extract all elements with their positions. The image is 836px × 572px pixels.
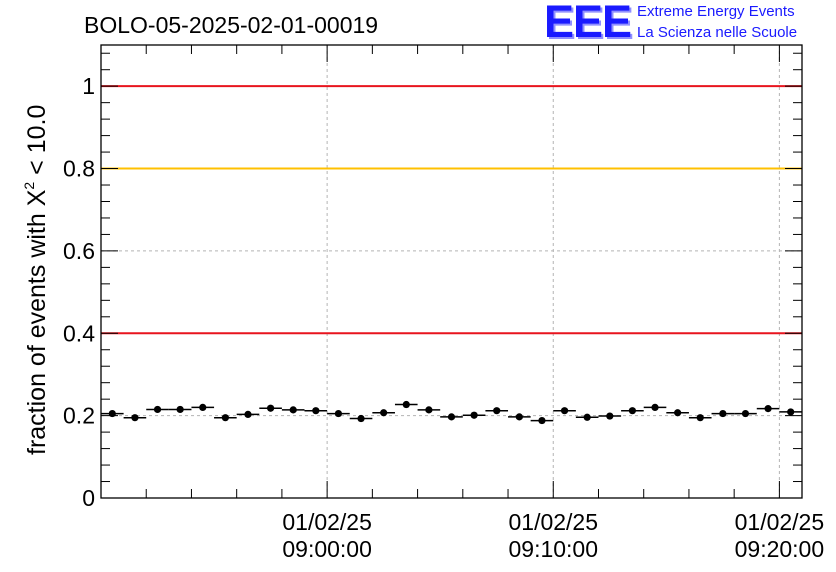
data-point: [674, 409, 682, 417]
x-tick-label-date: 01/02/25: [735, 509, 825, 535]
y-tick-label: 0.2: [63, 403, 95, 429]
chart-title: BOLO-05-2025-02-01-00019: [84, 12, 378, 38]
data-point: [312, 407, 320, 415]
data-point: [493, 407, 501, 415]
data-point: [402, 400, 410, 409]
data-point: [289, 406, 297, 414]
y-tick-label: 0: [82, 485, 95, 511]
data-point: [153, 405, 162, 414]
eee-logo: EEE: [542, 0, 832, 47]
data-point: [221, 414, 229, 422]
data-point: [357, 414, 365, 423]
data-point: [425, 406, 433, 414]
data-point: [199, 403, 207, 411]
y-tick-label: 0.8: [63, 156, 95, 182]
y-tick-label: 0.6: [63, 238, 95, 264]
eee-logo-mark: EEE: [544, 0, 632, 47]
logo-text-line2: La Scienza nelle Scuole: [637, 24, 798, 41]
data-point: [583, 413, 591, 421]
data-series: [101, 400, 802, 425]
data-point: [606, 412, 614, 420]
x-tick-label-date: 01/02/25: [282, 509, 372, 535]
grid: [101, 45, 802, 498]
data-point: [719, 409, 727, 418]
data-point: [651, 403, 659, 411]
data-point: [380, 409, 388, 417]
reference-lines: [101, 85, 802, 335]
axes: [100, 44, 803, 499]
data-point: [538, 416, 546, 425]
data-point: [741, 409, 750, 418]
y-tick-label: 1: [82, 73, 95, 99]
y-axis-label: fraction of events with X2 < 10.0: [21, 105, 51, 455]
plot-frame: [100, 44, 803, 499]
x-tick-label-date: 01/02/25: [508, 509, 598, 535]
data-point: [628, 407, 637, 415]
data-point: [696, 414, 704, 422]
axis-labels: 00.20.40.60.8101/02/2509:00:0001/02/2509…: [63, 73, 824, 562]
logo-text-line1: Extreme Energy Events: [637, 3, 795, 20]
x-tick-label-time: 09:10:00: [508, 536, 598, 562]
data-point: [108, 409, 116, 418]
data-point: [334, 409, 343, 418]
data-point: [515, 413, 523, 421]
x-tick-label-time: 09:20:00: [735, 536, 825, 562]
data-point: [764, 405, 772, 413]
data-point: [470, 411, 478, 419]
data-point: [560, 407, 569, 415]
x-tick-label-time: 09:00:00: [282, 536, 372, 562]
data-point: [447, 413, 456, 421]
data-point: [131, 414, 139, 422]
data-point: [266, 404, 275, 412]
y-tick-label: 0.4: [63, 320, 95, 346]
data-point: [244, 410, 252, 419]
data-point: [787, 408, 795, 416]
data-point: [176, 405, 184, 414]
